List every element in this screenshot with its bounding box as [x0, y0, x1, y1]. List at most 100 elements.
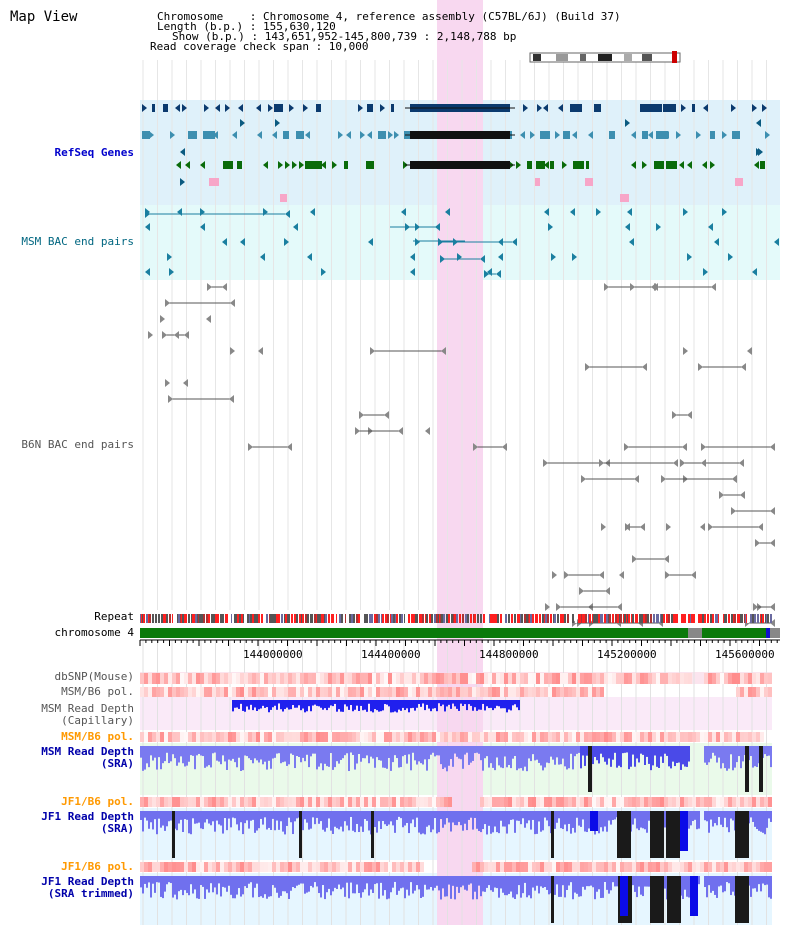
b6n-bac-end-marker [666, 523, 671, 531]
jf1-trimmed-depth-bar [596, 876, 598, 892]
repeat-element [716, 614, 718, 623]
dbsnp-cell [152, 673, 156, 684]
msm-sra-depth-bar [652, 746, 654, 766]
jf1-sra-depth-bar [150, 811, 152, 823]
jf1-pol-cell [336, 797, 340, 807]
jf1-sra-depth-bar [732, 811, 734, 821]
track-label-msm-depth-capillary[interactable]: MSM Read Depth [41, 702, 134, 715]
track-label-jf1-depth-sra[interactable]: JF1 Read Depth [41, 810, 134, 823]
refseq-gene-marker [289, 104, 294, 112]
msm-bac-end-marker [310, 208, 315, 216]
jf1-pol-cell [412, 797, 416, 807]
track-label-b6n-bac[interactable]: B6N BAC end pairs [21, 438, 134, 451]
jf1-trimmed-depth-bar [474, 876, 476, 892]
msm-sra-depth-bar [570, 746, 572, 754]
jf1-pol-cell [728, 862, 732, 872]
jf1-pol-cell [564, 862, 568, 872]
ideogram-band [533, 54, 541, 61]
msm-bac-end-marker [222, 238, 227, 246]
msm-pol-cell [672, 732, 676, 742]
jf1-trimmed-depth-bar [276, 876, 278, 893]
dbsnp-cell [388, 673, 392, 684]
repeat-element [490, 614, 492, 623]
jf1-pol-cell [168, 862, 172, 872]
jf1-pol-cell [252, 862, 256, 872]
track-label-msm-pol-2[interactable]: MSM/B6 pol. [61, 730, 134, 743]
jf1-trimmed-depth-bar [146, 876, 148, 888]
msm-pol-cell [152, 687, 156, 697]
b6n-bac-end-marker [617, 603, 622, 611]
repeat-element [228, 614, 230, 623]
dbsnp-cell [568, 673, 572, 684]
track-label-refseq-genes[interactable]: RefSeq Genes [54, 146, 134, 159]
msm-pol-cell [340, 732, 344, 742]
jf1-pol-cell [664, 862, 668, 872]
jf1-trimmed-depth-bar [308, 876, 310, 892]
refseq-gene-marker [544, 161, 549, 169]
msm-capillary-depth-bar [340, 700, 342, 712]
jf1-sra-depth-bar [238, 811, 240, 831]
jf1-sra-depth-bar [156, 811, 158, 835]
jf1-trimmed-depth-bar [358, 876, 360, 894]
jf1-pol-cell [220, 797, 224, 807]
dbsnp-cell [680, 673, 684, 684]
jf1-trimmed-depth-bar [380, 876, 382, 883]
track-label-msm-depth-sra[interactable]: MSM Read Depth [41, 745, 134, 758]
msm-pol-cell [364, 687, 368, 697]
jf1-trimmed-depth-bar [516, 876, 518, 895]
jf1-trimmed-depth-bar [384, 876, 386, 891]
track-label-jf1-pol-1[interactable]: JF1/B6 pol. [61, 795, 134, 808]
jf1-sra-depth-bar [486, 811, 488, 835]
jf1-sra-depth-bar [178, 811, 180, 824]
b6n-bac-end-marker [585, 363, 590, 371]
jf1-pol-cell [628, 862, 632, 872]
msm-sra-depth-bar [396, 746, 398, 759]
track-label-dbsnp[interactable]: dbSNP(Mouse) [54, 670, 134, 683]
track-label-msm-pol-1[interactable]: MSM/B6 pol. [61, 685, 134, 698]
refseq-gene-marker [710, 161, 715, 169]
jf1-sra-depth-bar [644, 811, 646, 830]
track-label-chromosome[interactable]: chromosome 4 [54, 626, 134, 639]
jf1-pol-cell [600, 797, 604, 807]
msm-pol-cell [352, 687, 356, 697]
msm-capillary-depth-bar [342, 700, 344, 712]
jf1-trimmed-depth-bar [434, 876, 436, 888]
track-label-jf1-pol-2[interactable]: JF1/B6 pol. [61, 860, 134, 873]
dbsnp-cell [236, 673, 240, 684]
msm-capillary-depth-bar [400, 700, 402, 711]
msm-sra-depth-bar [290, 746, 292, 754]
msm-pol-cell [284, 687, 288, 697]
refseq-gene-marker [175, 104, 180, 112]
msm-sra-depth-bar [614, 746, 616, 753]
msm-sra-depth-bar [628, 746, 630, 770]
jf1-pol-cell [560, 797, 564, 807]
jf1-trimmed-depth-bar [264, 876, 266, 895]
msm-capillary-depth-bar [326, 700, 328, 711]
msm-depth-saturated [745, 746, 749, 792]
jf1-pol-cell [412, 862, 416, 872]
track-label-repeat[interactable]: Repeat [94, 610, 134, 623]
msm-pol-cell [468, 732, 472, 742]
refseq-gene-marker [520, 131, 525, 139]
dbsnp-cell [400, 673, 404, 684]
jf1-sra-depth-bar [356, 811, 358, 824]
msm-sra-depth-bar [206, 746, 208, 767]
dbsnp-cell [160, 673, 164, 684]
dbsnp-cell [320, 673, 324, 684]
track-label-msm-bac[interactable]: MSM BAC end pairs [21, 235, 134, 248]
refseq-gene-exon [237, 161, 242, 169]
jf1-trimmed-depth-bar [238, 876, 240, 889]
b6n-bac-end-marker [739, 459, 744, 467]
jf1-pol-cell [384, 862, 388, 872]
msm-sra-depth-bar [340, 746, 342, 760]
refseq-gene-marker [558, 104, 563, 112]
dbsnp-cell [304, 673, 308, 684]
msm-sra-depth-bar [384, 746, 386, 768]
msm-sra-depth-bar [508, 746, 510, 765]
msm-sra-depth-bar [350, 746, 352, 753]
track-label-jf1-depth-trimmed[interactable]: JF1 Read Depth [41, 875, 134, 888]
msm-pol-cell [156, 687, 160, 697]
msm-sra-depth-bar [260, 746, 262, 760]
jf1-sra-depth-bar [636, 811, 638, 829]
